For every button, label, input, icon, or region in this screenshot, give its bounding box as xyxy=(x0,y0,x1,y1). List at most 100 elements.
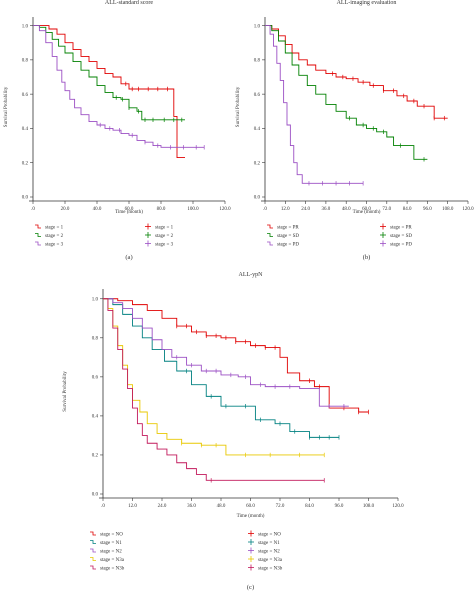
x-tick-label: .0 xyxy=(31,207,35,212)
x-tick-label: 24.0 xyxy=(301,207,310,212)
x-tick-label: 108.0 xyxy=(363,504,375,509)
series-3 xyxy=(103,298,325,458)
legend-label: stage = 1 xyxy=(45,226,64,231)
series-line xyxy=(103,298,325,481)
legend-label: stage = PR xyxy=(277,226,299,231)
x-tick-label: 48.0 xyxy=(217,504,226,509)
x-tick-label: 60.0 xyxy=(362,207,371,212)
series-2 xyxy=(33,25,205,150)
legend-label: stage = N3b xyxy=(258,567,283,572)
legend-label: stage = SD xyxy=(277,234,299,239)
chart-panel-b: ALL-imaging evaluation 0.0 0.2 0.4 0.6 0.8 1.0… xyxy=(236,0,474,261)
legend-step-glyph xyxy=(35,233,41,237)
legend-step-glyph xyxy=(90,540,96,544)
panel-label: (c) xyxy=(247,584,254,591)
x-tick-label: 120.0 xyxy=(392,504,404,509)
series-line xyxy=(33,25,185,159)
x-axis-label: Time (month) xyxy=(237,514,265,519)
y-tick-label: 0.8 xyxy=(92,337,99,342)
x-tick-label: 20.0 xyxy=(61,207,70,212)
chart-panel-a: ALL-standard score 0.0 0.2 0.4 0.6 0.8 1.0 .0 20… xyxy=(4,0,231,261)
series-line xyxy=(103,298,339,438)
x-tick-label: .0 xyxy=(263,207,267,212)
panel-label: (a) xyxy=(125,254,132,261)
x-tick-label: 72.0 xyxy=(382,207,391,212)
x-tick-label: 108.0 xyxy=(442,207,454,212)
x-tick-label: 96.0 xyxy=(335,504,344,509)
legend-label: stage = NO xyxy=(258,533,281,538)
x-tick-label: 36.0 xyxy=(187,504,196,509)
y-tick-label: 0.4 xyxy=(254,127,261,132)
x-tick-label: 12.0 xyxy=(281,207,290,212)
y-axis-label: Survival Probability xyxy=(4,86,9,127)
y-tick-label: 0.0 xyxy=(92,493,99,498)
y-tick-label: 0.2 xyxy=(254,161,261,166)
y-tick-label: 1.0 xyxy=(92,297,99,302)
legend-label: stage = N1 xyxy=(258,541,280,546)
series-2 xyxy=(103,298,349,409)
legend-step-glyph xyxy=(90,557,96,561)
x-axis-label: Time (month) xyxy=(115,210,143,215)
x-tick-label: 60.0 xyxy=(125,207,134,212)
y-tick-label: 0.2 xyxy=(92,454,99,459)
x-tick-label: 84.0 xyxy=(305,504,314,509)
legend-step-glyph xyxy=(267,233,273,237)
legend-label: stage = N2 xyxy=(100,550,122,555)
legend-step-glyph xyxy=(90,548,96,553)
legend-label: stage = SD xyxy=(390,234,412,239)
series-line xyxy=(103,298,369,413)
y-tick-label: 0.8 xyxy=(22,59,29,64)
x-tick-label: 84.0 xyxy=(403,207,412,212)
y-tick-label: 0.4 xyxy=(22,127,29,132)
series-line xyxy=(265,25,364,184)
legend-label: stage = 3 xyxy=(155,243,174,248)
legend-label: stage = NO xyxy=(100,533,123,538)
chart-panel-c: ALL-ypN 0.0 0.2 0.4 0.6 0.8 1.0 .0 12.0 24.0 36.0 4… xyxy=(63,272,404,591)
y-tick-label: 0.8 xyxy=(254,59,261,64)
series-4 xyxy=(103,298,325,483)
y-axis-label: Survival Probability xyxy=(236,86,241,127)
chart-title: ALL-imaging evaluation xyxy=(337,0,397,6)
legend-label: stage = N1 xyxy=(100,541,122,546)
legend-label: stage = N3a xyxy=(100,558,125,563)
legend-step-glyph xyxy=(90,565,96,570)
series-line xyxy=(265,25,448,119)
legend-label: stage = PR xyxy=(390,226,412,231)
legend-label: stage = N2 xyxy=(258,550,280,555)
legend-step-glyph xyxy=(267,224,273,229)
legend-step-glyph xyxy=(267,241,273,246)
legend-step-glyph xyxy=(35,224,41,229)
series-0 xyxy=(103,298,369,415)
series-0 xyxy=(33,25,185,159)
x-tick-label: 36.0 xyxy=(322,207,331,212)
series-line xyxy=(265,25,428,160)
series-line xyxy=(33,25,185,121)
y-tick-label: 1.0 xyxy=(254,24,261,29)
y-tick-label: 1.0 xyxy=(22,24,29,29)
y-tick-label: 0.6 xyxy=(22,93,29,98)
legend-label: stage = 2 xyxy=(45,234,64,239)
y-tick-label: 0.6 xyxy=(254,93,261,98)
y-tick-label: 0.4 xyxy=(92,415,99,420)
chart-title: ALL-standard score xyxy=(105,0,153,6)
legend-label: stage = 1 xyxy=(155,226,174,231)
chart-title: ALL-ypN xyxy=(239,272,264,278)
x-tick-label: 60.0 xyxy=(246,504,255,509)
series-1 xyxy=(103,298,340,440)
y-axis-label: Survival Probability xyxy=(63,371,68,412)
y-tick-label: 0.0 xyxy=(22,196,29,201)
x-tick-label: 120.0 xyxy=(462,207,474,212)
series-line xyxy=(33,25,205,148)
x-tick-label: 80.0 xyxy=(157,207,166,212)
legend-label: stage = PD xyxy=(277,243,299,248)
legend-label: stage = N3a xyxy=(258,558,283,563)
y-tick-label: 0.6 xyxy=(92,376,99,381)
x-tick-label: 12.0 xyxy=(128,504,137,509)
series-2 xyxy=(265,25,364,186)
y-tick-label: 0.0 xyxy=(254,196,261,201)
x-axis-label: Time (month) xyxy=(353,210,381,215)
x-tick-label: .0 xyxy=(101,504,105,509)
legend-label: stage = PD xyxy=(390,243,412,248)
legend-step-glyph xyxy=(90,531,96,536)
